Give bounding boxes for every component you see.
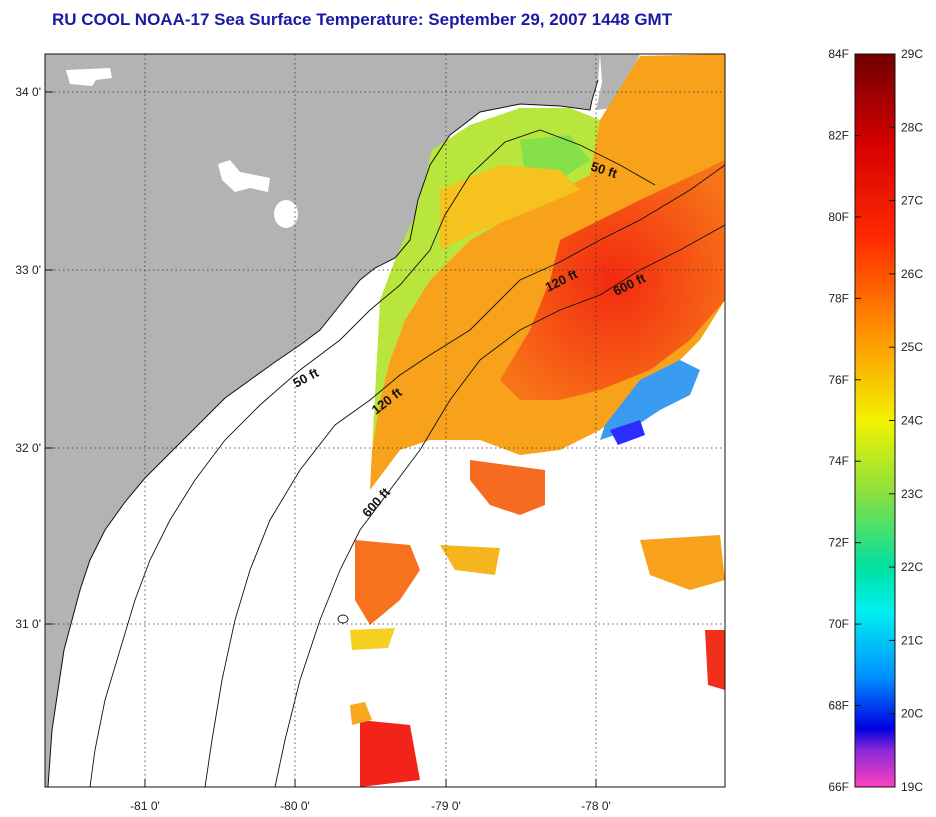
land-lake [218, 160, 270, 192]
sst-patch [355, 540, 420, 625]
colorbar-label-c: 19C [901, 780, 923, 794]
isobath-seamount [337, 614, 349, 624]
sst-patch [350, 628, 395, 650]
land-area [45, 54, 600, 787]
colorbar-label-c: 21C [901, 633, 923, 647]
map-title: RU COOL NOAA-17 Sea Surface Temperature:… [52, 10, 673, 29]
colorbar-label-c: 25C [901, 340, 923, 354]
colorbar-label-c: 27C [901, 194, 923, 208]
sst-cold-edge-2 [610, 420, 645, 445]
lon-label: -79 0' [431, 799, 461, 813]
sst-patch [640, 535, 725, 590]
map-border [44, 53, 726, 788]
land-lake [274, 200, 298, 228]
sst-cold-edge [600, 360, 700, 440]
colorbar-label-f: 72F [828, 536, 849, 550]
sst-offshore [370, 54, 725, 490]
lat-label: 32 0' [15, 441, 41, 455]
colorbar-labels: 84F 82F 80F 78F 76F 74F 72F 70F 68F 66F 29C 28C 27C 2… [828, 47, 923, 794]
colorbar-label-c: 29C [901, 47, 923, 61]
sst-patch [350, 702, 372, 725]
land-area-northeast [596, 54, 640, 110]
colorbar-label-c: 23C [901, 487, 923, 501]
lon-label: -80 0' [280, 799, 310, 813]
colorbar-ramp [854, 53, 896, 788]
sst-gulfstream [500, 160, 725, 400]
colorbar-label-c: 20C [901, 707, 923, 721]
isobath-600ft [274, 224, 725, 787]
colorbar-label-f: 80F [828, 210, 849, 224]
lon-label: -81 0' [130, 799, 160, 813]
sst-patch [440, 545, 500, 575]
colorbar-label-c: 28C [901, 120, 923, 134]
sst-patch [360, 720, 420, 787]
colorbar-label-c: 24C [901, 414, 923, 428]
sst-patch [705, 630, 725, 690]
colorbar-label-c: 22C [901, 560, 923, 574]
isobath-120ft [204, 164, 725, 787]
lat-label: 31 0' [15, 617, 41, 631]
colorbar-label-c: 26C [901, 267, 923, 281]
lon-label: -78 0' [581, 799, 611, 813]
colorbar-label-f: 78F [828, 291, 849, 305]
coastline [47, 79, 599, 787]
lat-label: 33 0' [15, 263, 41, 277]
colorbar-label-f: 84F [828, 47, 849, 61]
colorbar-ticks [855, 53, 895, 788]
isobath-50ft [89, 129, 656, 787]
graticule [45, 54, 725, 787]
sst-patch [470, 460, 545, 515]
colorbar-label-f: 76F [828, 373, 849, 387]
axis-ticks [45, 91, 597, 787]
sst-nearshore [370, 108, 610, 490]
colorbar-label-f: 70F [828, 617, 849, 631]
colorbar-label-f: 82F [828, 128, 849, 142]
colorbar-label-f: 74F [828, 454, 849, 468]
lat-label: 34 0' [15, 85, 41, 99]
land-lake [66, 68, 112, 86]
colorbar-label-f: 66F [828, 780, 849, 794]
sst-midshelf [440, 165, 580, 250]
colorbar-label-f: 68F [828, 699, 849, 713]
